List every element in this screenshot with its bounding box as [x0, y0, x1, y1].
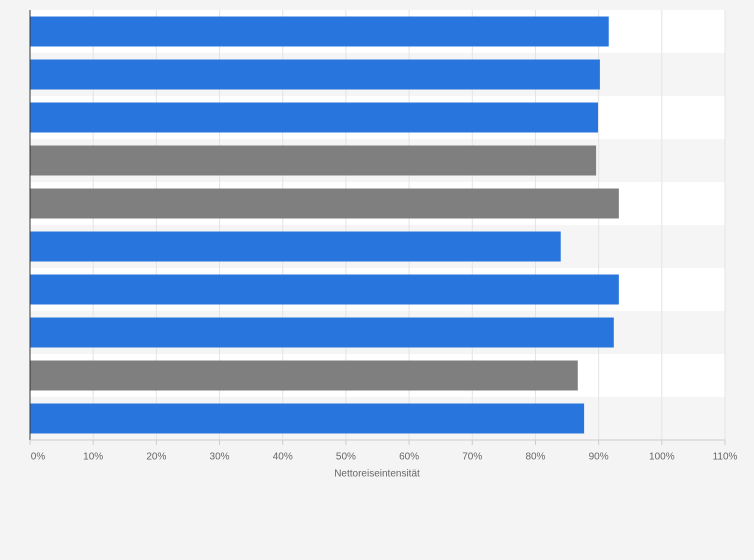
bar — [30, 102, 599, 133]
bar — [30, 145, 597, 176]
x-tick-label: 60% — [399, 452, 419, 463]
x-tick-label: 0% — [31, 452, 46, 463]
bar — [30, 403, 585, 434]
x-tick-label: 40% — [273, 452, 293, 463]
bar — [30, 274, 619, 305]
x-tick-label: 80% — [525, 452, 545, 463]
x-tick-label: 100% — [649, 452, 675, 463]
bar — [30, 360, 578, 391]
x-tick-label: 10% — [83, 452, 103, 463]
bar — [30, 188, 619, 219]
x-tick-label: 90% — [589, 452, 609, 463]
x-tick-label: 20% — [146, 452, 166, 463]
x-tick-label: 110% — [713, 452, 738, 463]
bar — [30, 59, 600, 90]
x-tick-label: 30% — [210, 452, 230, 463]
x-axis-label: Nettoreiseintensität — [334, 469, 420, 480]
bar — [30, 231, 561, 262]
bar — [30, 16, 609, 47]
bar — [30, 317, 614, 348]
x-tick-label: 50% — [336, 452, 356, 463]
x-tick-label: 70% — [462, 452, 482, 463]
